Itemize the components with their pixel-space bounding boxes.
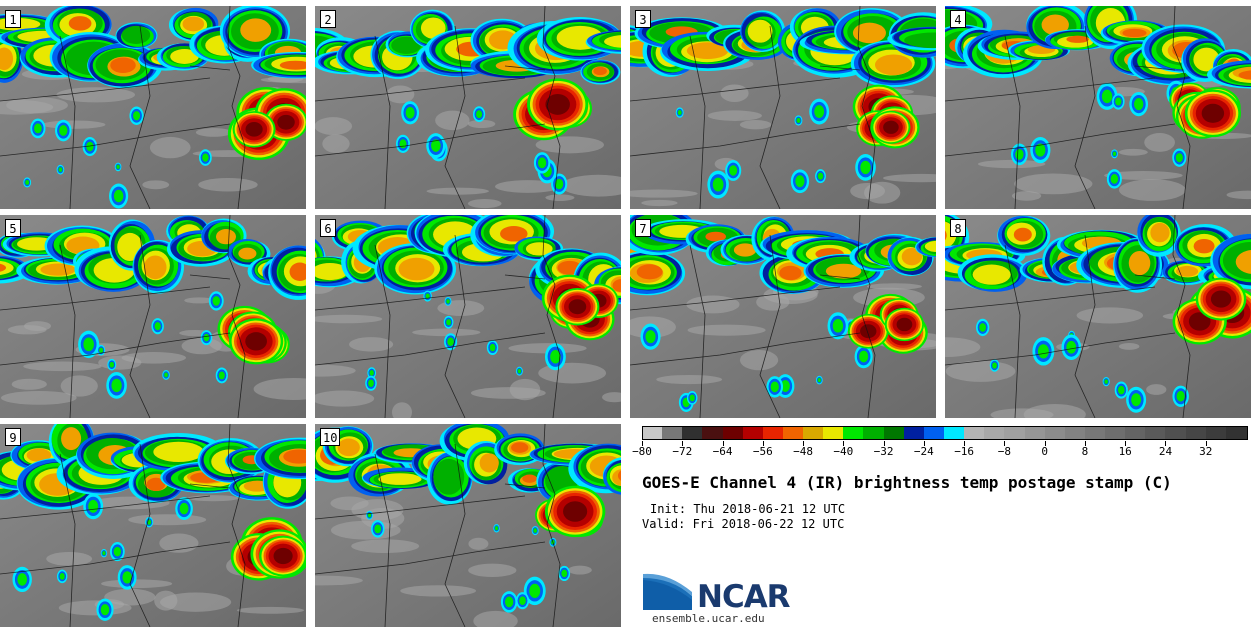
ir-satellite-map: [630, 215, 936, 418]
ir-satellite-map: [0, 424, 306, 627]
colorbar-tick: [923, 441, 925, 446]
colorbar-tick: [964, 441, 966, 446]
colorbar-tick: [883, 441, 885, 446]
colorbar-bin: [1004, 426, 1026, 440]
colorbar-bin: [742, 426, 764, 440]
colorbar-tick: [1125, 441, 1127, 446]
stamp-panel-8: 8: [945, 215, 1251, 418]
stamp-number-label: 4: [950, 10, 966, 28]
ir-satellite-map: [630, 6, 936, 209]
colorbar-tick: [1044, 441, 1046, 446]
colorbar-tick: [1084, 441, 1086, 446]
stamp-panel-9: 9: [0, 424, 306, 627]
ir-satellite-map: [315, 6, 621, 209]
stamp-panel-2: 2: [315, 6, 621, 209]
valid-time: Valid: Fri 2018-06-22 12 UTC: [642, 517, 845, 531]
colorbar-bin: [923, 426, 945, 440]
stamp-number-label: 8: [950, 219, 966, 237]
stamp-number-label: 9: [5, 428, 21, 446]
colorbar-bin: [642, 426, 663, 440]
ir-satellite-map: [315, 215, 621, 418]
colorbar-tick-label: −48: [793, 445, 813, 458]
colorbar-tick: [722, 441, 724, 446]
stamp-panel-7: 7: [630, 215, 936, 418]
colorbar-tick-label: −40: [833, 445, 854, 458]
colorbar-tick: [1165, 441, 1167, 446]
colorbar-bin: [1084, 426, 1106, 440]
ir-satellite-map: [0, 215, 306, 418]
ir-satellite-map: [945, 6, 1251, 209]
colorbar-tick-label: 8: [1081, 445, 1089, 458]
colorbar-tick-label: −32: [873, 445, 894, 458]
colorbar-bin: [1205, 426, 1227, 440]
colorbar-tick-label: −24: [913, 445, 934, 458]
colorbar-bin: [964, 426, 985, 440]
colorbar-bin: [762, 426, 784, 440]
colorbar-bin: [1044, 426, 1066, 440]
stamp-number-label: 5: [5, 219, 21, 237]
colorbar-bin: [843, 426, 865, 440]
stamp-panel-4: 4: [945, 6, 1251, 209]
stamp-number-label: 7: [635, 219, 651, 237]
colorbar-tick-label: 24: [1158, 445, 1173, 458]
stamp-number-label: 2: [320, 10, 336, 28]
colorbar-bin: [782, 426, 804, 440]
ncar-logo-icon: [643, 573, 692, 610]
colorbar-bin: [883, 426, 905, 440]
colorbar-tick-label: −56: [752, 445, 773, 458]
colorbar-bin: [1165, 426, 1187, 440]
ir-satellite-map: [945, 215, 1251, 418]
colorbar-bin: [863, 426, 885, 440]
colorbar-bin: [702, 426, 724, 440]
colorbar-bin: [903, 426, 925, 440]
stamp-number-label: 3: [635, 10, 651, 28]
stamp-panel-6: 6: [315, 215, 621, 418]
colorbar-bin: [1024, 426, 1046, 440]
colorbar-bin: [1185, 426, 1207, 440]
colorbar-bin: [823, 426, 844, 440]
colorbar-tick-label: −64: [712, 445, 733, 458]
colorbar-tick: [843, 441, 845, 446]
colorbar-tick: [682, 441, 684, 446]
colorbar-tick-label: −80: [632, 445, 652, 458]
colorbar-bin: [1064, 426, 1086, 440]
colorbar-tick-label: 32: [1199, 445, 1213, 458]
stamp-number-label: 10: [320, 428, 341, 446]
site-url: ensemble.ucar.edu: [652, 612, 765, 625]
stamp-number-label: 6: [320, 219, 336, 237]
ir-satellite-map: [0, 6, 306, 209]
colorbar-tick: [1004, 441, 1006, 446]
stamp-panel-5: 5: [0, 215, 306, 418]
stamp-number-label: 1: [5, 10, 21, 28]
colorbar-bin: [803, 426, 824, 440]
colorbar-bin: [984, 426, 1005, 440]
colorbar: [642, 426, 1248, 440]
figure-title: GOES-E Channel 4 (IR) brightness temp po…: [642, 473, 1172, 492]
stamp-panel-1: 1: [0, 6, 306, 209]
colorbar-tick-label: −16: [954, 445, 975, 458]
colorbar-bin: [1105, 426, 1126, 440]
colorbar-tick: [803, 441, 805, 446]
colorbar-tick: [642, 441, 643, 446]
colorbar-tick-label: −72: [672, 445, 693, 458]
colorbar-bin: [1225, 426, 1247, 440]
colorbar-tick-label: 0: [1041, 445, 1048, 458]
colorbar-tick: [1205, 441, 1207, 446]
colorbar-bin: [1145, 426, 1167, 440]
colorbar-tick: [762, 441, 764, 446]
colorbar-bin: [682, 426, 703, 440]
colorbar-bin: [944, 426, 965, 440]
stamp-panel-3: 3: [630, 6, 936, 209]
stamp-panel-10: 10: [315, 424, 621, 627]
colorbar-bin: [662, 426, 683, 440]
colorbar-tick-label: −8: [997, 445, 1012, 458]
colorbar-tick-label: 16: [1118, 445, 1132, 458]
ir-satellite-map: [315, 424, 621, 627]
colorbar-bin: [1125, 426, 1146, 440]
colorbar-bin: [722, 426, 744, 440]
init-time: Init: Thu 2018-06-21 12 UTC: [650, 502, 846, 516]
logo-wordmark: NCAR: [697, 579, 791, 615]
